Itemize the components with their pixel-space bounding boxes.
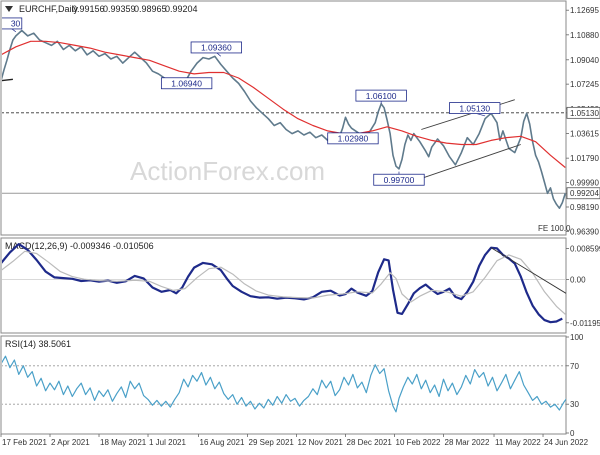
collapse-triangle-icon[interactable] [5,6,13,12]
price-y-axis: 1.126951.108801.090401.072451.054301.051… [566,6,600,236]
x-tick-label-4: 16 Aug 2021 [200,438,245,447]
annotation-5: 1.05130 [449,102,501,117]
annotation-box-6 [373,173,425,186]
annotation-label-5: 1.05130 [459,103,490,113]
price-y-tick-label-1: 1.10880 [570,31,599,40]
price-y-tick-label-8: 0.99990 [570,179,599,188]
price-y-tick-label-11: 0.96390 [570,227,599,236]
price-y-tick-label-7: 1.01790 [570,154,599,163]
x-tick-label-2: 18 May 2021 [100,438,147,447]
macd-series-signal-1 [2,250,566,315]
x-tick-label-6: 12 Nov 2021 [298,438,344,447]
annotation-label-6: 0.99700 [384,175,415,185]
price-panel: 30 1.09360 1.06940 1.06100 1.02980 1.05130 0.9… [2,6,600,236]
price-y-tick-label-10: 0.98190 [570,203,599,212]
price-y-tick-label-5: 1.05130 [570,109,599,118]
x-tick-label-11: 24 Jun 2022 [544,438,589,447]
macd-y-tick-label-1: 0.00 [570,276,586,285]
price-y-tick-label-6: 1.03615 [570,129,599,138]
rsi-panel: 100 70 30 0 [2,333,584,438]
price-series-level-line-4 [2,78,13,82]
macd-series-macd-0 [2,243,563,324]
macd-panel-frame [0,237,567,334]
annotation-6: 0.99700 [373,171,425,186]
rsi-y-tick-label-3: 0 [570,429,575,438]
annotation-1: 1.09360 [190,41,242,57]
rsi-y-tick-label-0: 100 [570,333,584,342]
annotation-label-3: 1.06100 [366,91,397,101]
price-y-tick-label-3: 1.07245 [570,80,599,89]
annotation-2: 1.06940 [160,77,213,90]
annotation-label-1: 1.09360 [201,43,232,53]
x-tick-label-1: 2 Apr 2021 [51,438,90,447]
macd-series-trendline-2 [490,247,566,294]
macd-plot-area [2,243,566,324]
macd-y-axis: 0.008599 0.00 -0.011958 [566,244,600,328]
macd-y-tick-label-0: 0.008599 [570,244,600,253]
annotation-label-0: 30 [11,19,21,29]
rsi-y-tick-label-2: 30 [570,400,579,409]
x-tick-label-7: 28 Dec 2021 [347,438,393,447]
annotation-box-5 [449,102,501,114]
x-tick-label-9: 28 Mar 2022 [445,438,490,447]
price-series-channel-3 [421,144,521,179]
annotation-box-0 [2,17,23,30]
annotation-box-3 [355,89,407,102]
annotation-label-2: 1.06940 [171,78,202,88]
rsi-plot-area [2,355,566,413]
rsi-panel-frame [0,335,567,435]
ohlc-close: 0.99204 [165,4,198,14]
annotation-0: 30 [2,17,23,33]
rsi-y-tick-label-1: 70 [570,362,579,371]
macd-panel: 0.008599 0.00 -0.011958 [2,243,600,328]
x-tick-label-5: 29 Sep 2021 [249,438,295,447]
price-y-tick-highlight-9 [566,187,600,200]
price-panel-title: EURCHF,Daily [19,4,79,14]
price-panel-frame [0,0,567,236]
annotation-3: 1.06100 [355,89,407,104]
watermark: ActionForex.com [130,156,325,186]
rsi-series-rsi-0 [2,355,566,413]
annotation-box-4 [327,132,379,145]
ohlc-low: 0.98965 [134,4,167,14]
x-axis: 17 Feb 2021 2 Apr 2021 18 May 2021 1 Jul 20… [0,434,589,447]
price-y-tick-highlight-5 [566,106,600,119]
price-plot-area: 30 1.09360 1.06940 1.06100 1.02980 1.05130 0.9… [2,17,566,209]
price-series-moving-average-1 [2,40,566,168]
price-footer-label: FE 100.0 [538,224,571,233]
annotation-4: 1.02980 [327,132,379,145]
ohlc-readout: 0.99156 0.99359 0.98965 0.99204 [72,4,198,14]
ohlc-high: 0.99359 [103,4,136,14]
annotation-label-4: 1.02980 [338,134,369,144]
macd-y-tick-label-2: -0.011958 [570,319,600,328]
price-y-tick-label-0: 1.12695 [570,6,599,15]
price-y-tick-label-9: 0.99204 [570,189,599,198]
x-tick-label-10: 11 May 2022 [495,438,541,447]
x-tick-label-3: 1 Jul 2021 [149,438,186,447]
macd-panel-title: MACD(12,26,9) -0.009346 -0.010506 [5,241,154,251]
rsi-y-axis: 100 70 30 0 [566,333,584,438]
annotation-box-1 [190,41,242,54]
ohlc-open: 0.99156 [72,4,105,14]
x-tick-label-8: 10 Feb 2022 [396,438,441,447]
price-y-tick-label-2: 1.09040 [570,56,599,65]
annotation-box-2 [160,77,213,90]
rsi-panel-title: RSI(14) 38.5061 [5,339,71,349]
x-tick-label-0: 17 Feb 2021 [2,438,47,447]
